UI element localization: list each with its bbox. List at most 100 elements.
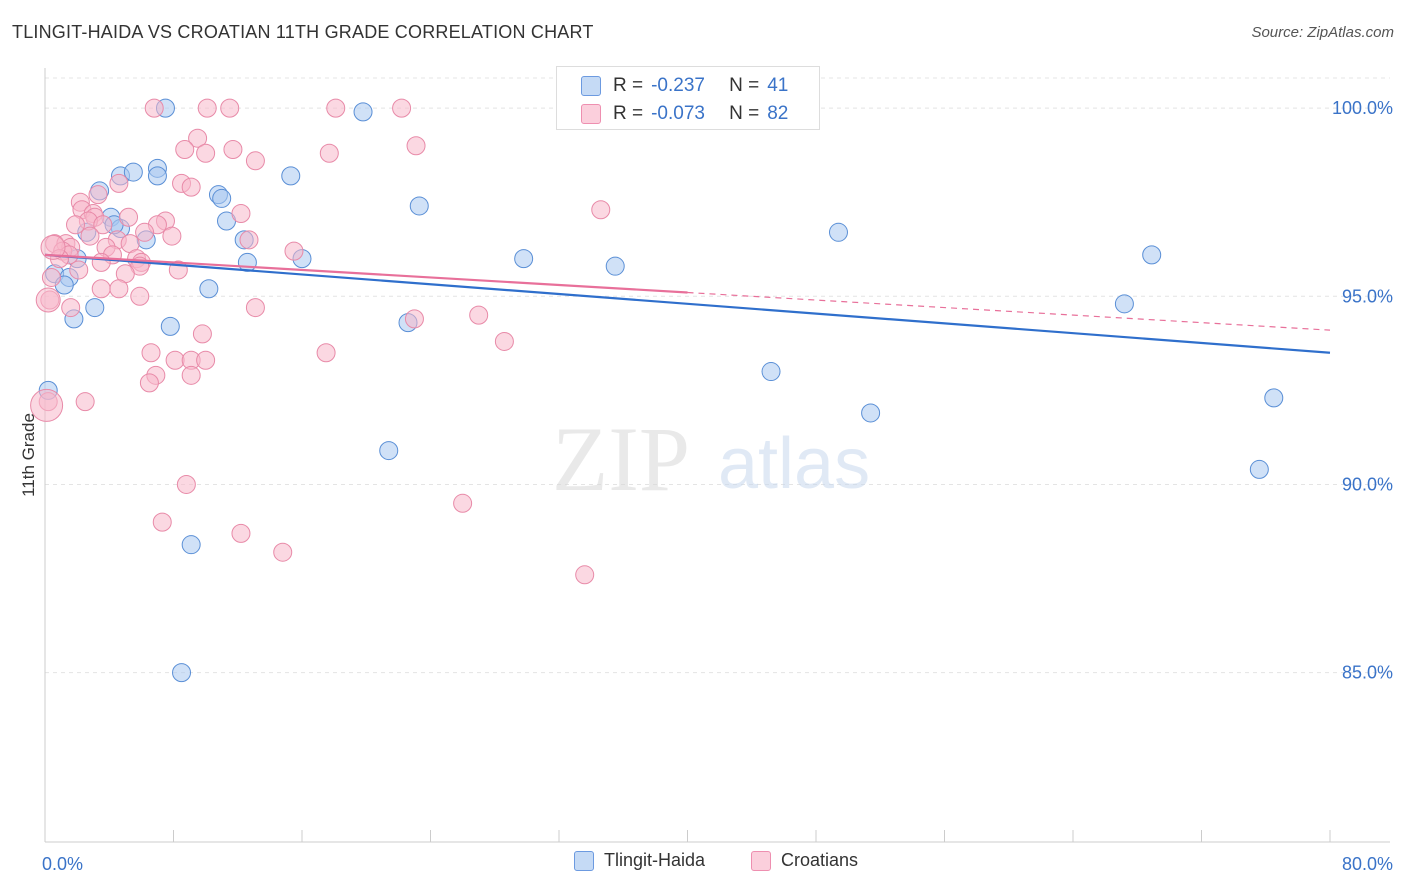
point-croatian: [93, 215, 113, 235]
legend-item-croatians[interactable]: Croatians: [751, 850, 858, 871]
trend-line-croatians-extension: [687, 291, 1331, 331]
legend-item-tlingit[interactable]: Tlingit-Haida: [574, 850, 705, 871]
point-croatian: [41, 267, 61, 287]
point-croatian: [69, 260, 89, 280]
point-croatian: [80, 226, 100, 246]
point-croatian: [139, 373, 159, 393]
point-croatian: [130, 286, 150, 306]
point-croatian: [135, 222, 155, 242]
watermark-zip: ZIP: [552, 408, 690, 510]
stats-n-value: 82: [767, 103, 789, 124]
point-tlingit: [761, 362, 781, 382]
chart-title: TLINGIT-HAIDA VS CROATIAN 11TH GRADE COR…: [12, 22, 594, 42]
point-croatian: [40, 234, 66, 260]
stats-row-croatians: R = -0.073 N = 82: [581, 101, 788, 127]
point-tlingit: [409, 196, 429, 216]
point-croatian: [591, 200, 611, 220]
point-tlingit: [1114, 294, 1134, 314]
point-tlingit: [605, 256, 625, 276]
point-croatian: [469, 305, 489, 325]
point-croatian: [245, 298, 265, 318]
stats-n-value: 41: [767, 75, 789, 96]
point-croatian: [197, 98, 217, 118]
point-croatian: [109, 279, 129, 299]
legend-swatch-croatians: [751, 850, 771, 871]
watermark-atlas: atlas: [718, 424, 870, 504]
trend-line-tlingit: [44, 253, 1331, 354]
point-tlingit: [181, 535, 201, 555]
point-croatian: [575, 565, 595, 585]
point-croatian: [152, 512, 172, 532]
point-croatian: [176, 474, 196, 494]
point-tlingit: [85, 298, 105, 318]
stats-r-value: -0.073: [651, 103, 705, 124]
point-croatian: [231, 203, 251, 223]
point-croatian: [188, 128, 208, 148]
y-tick-label: 90.0%: [1342, 474, 1393, 494]
point-croatian: [223, 140, 243, 160]
data-points: [30, 98, 1284, 683]
x-tick-label-min: 0.0%: [42, 854, 83, 874]
legend-swatch-tlingit: [574, 850, 594, 871]
stats-r-label: R =: [613, 75, 644, 96]
point-croatian: [319, 143, 339, 163]
legend-label-tlingit: Tlingit-Haida: [604, 850, 706, 870]
point-tlingit: [160, 316, 180, 336]
point-tlingit: [172, 663, 192, 683]
axes: [44, 68, 1390, 843]
point-croatian: [392, 98, 412, 118]
point-croatian: [144, 98, 164, 118]
point-croatian: [141, 343, 161, 363]
point-croatian: [220, 98, 240, 118]
point-croatian: [175, 140, 195, 160]
point-croatian: [35, 287, 61, 313]
source-label: Source: ZipAtlas.com: [1251, 24, 1394, 41]
stats-r-value: -0.237: [651, 75, 705, 96]
point-croatian: [61, 298, 81, 318]
point-croatian: [196, 143, 216, 163]
stats-n-label: N =: [729, 103, 760, 124]
point-tlingit: [828, 222, 848, 242]
point-croatian: [30, 388, 64, 422]
stats-swatch-tlingit: [581, 76, 601, 96]
point-croatian: [109, 173, 129, 193]
point-croatian: [245, 151, 265, 171]
point-croatian: [196, 350, 216, 370]
point-tlingit: [1142, 245, 1162, 265]
point-croatian: [88, 185, 108, 205]
bottom-legend: Tlingit-Haida Croatians: [0, 850, 1406, 880]
watermark: ZIP atlas: [552, 408, 870, 510]
point-tlingit: [353, 102, 373, 122]
point-tlingit: [237, 252, 257, 272]
y-tick-label: 100.0%: [1332, 98, 1393, 118]
stats-swatch-croatians: [581, 104, 601, 124]
point-croatian: [231, 523, 251, 543]
trend-lines: [44, 253, 1331, 354]
point-tlingit: [1249, 459, 1269, 479]
point-tlingit: [514, 249, 534, 269]
point-croatian: [404, 309, 424, 329]
point-croatian: [406, 136, 426, 156]
point-croatian: [192, 324, 212, 344]
x-tick-label-max: 80.0%: [1342, 854, 1393, 874]
y-tick-label: 95.0%: [1342, 286, 1393, 306]
point-croatian: [75, 392, 95, 412]
gridlines: [45, 77, 1390, 674]
point-croatian: [181, 365, 201, 385]
point-tlingit: [212, 188, 232, 208]
point-tlingit: [199, 279, 219, 299]
point-croatian: [91, 279, 111, 299]
stats-legend: R = -0.237 N = 41 R = -0.073 N = 82: [556, 66, 820, 130]
point-tlingit: [1264, 388, 1284, 408]
point-croatian: [239, 230, 259, 250]
point-croatian: [453, 493, 473, 513]
point-croatian: [181, 177, 201, 197]
point-croatian: [91, 252, 111, 272]
point-croatian: [494, 331, 514, 351]
point-croatian: [162, 226, 182, 246]
y-axis-label: 11th Grade: [19, 413, 38, 497]
trend-line-croatians: [44, 253, 688, 294]
point-tlingit: [147, 166, 167, 186]
point-croatian: [165, 350, 185, 370]
